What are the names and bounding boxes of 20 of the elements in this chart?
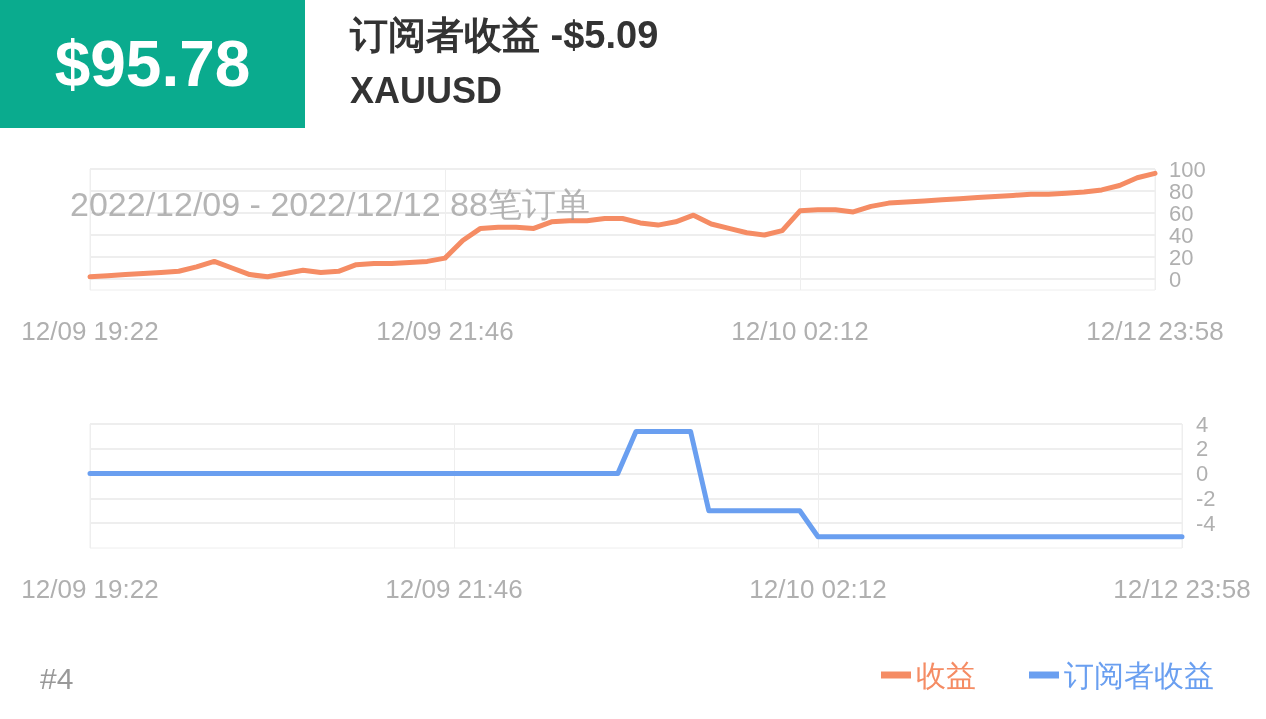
chart-title: 订阅者收益 -$5.09 <box>350 13 659 58</box>
x-tick-label: 12/12 23:58 <box>1113 574 1251 604</box>
legend-label: 收益 <box>916 657 976 693</box>
y-tick-label: -4 <box>1196 510 1216 536</box>
x-tick-label: 12/09 21:46 <box>385 574 523 604</box>
legend-label: 订阅者收益 <box>1064 657 1214 693</box>
annotation: 2022/12/09 - 2022/12/12 88笔订单 <box>70 184 590 225</box>
y-tick-label: 2 <box>1196 436 1209 462</box>
y-tick-label: 4 <box>1196 411 1209 437</box>
text: #4 <box>40 662 74 696</box>
y-tick-label: 0 <box>1196 461 1209 487</box>
x-tick-label: 12/09 21:46 <box>376 316 514 346</box>
text: $95.78 <box>0 0 305 128</box>
x-tick-label: 12/10 02:12 <box>731 316 869 346</box>
x-tick-label: 12/12 23:58 <box>1086 316 1224 346</box>
chart-subtitle: XAUUSD <box>350 70 503 112</box>
x-tick-label: 12/09 19:22 <box>21 574 159 604</box>
x-tick-label: 12/09 19:22 <box>21 316 159 346</box>
y-tick-label: -2 <box>1196 485 1216 511</box>
x-tick-label: 12/10 02:12 <box>749 574 887 604</box>
